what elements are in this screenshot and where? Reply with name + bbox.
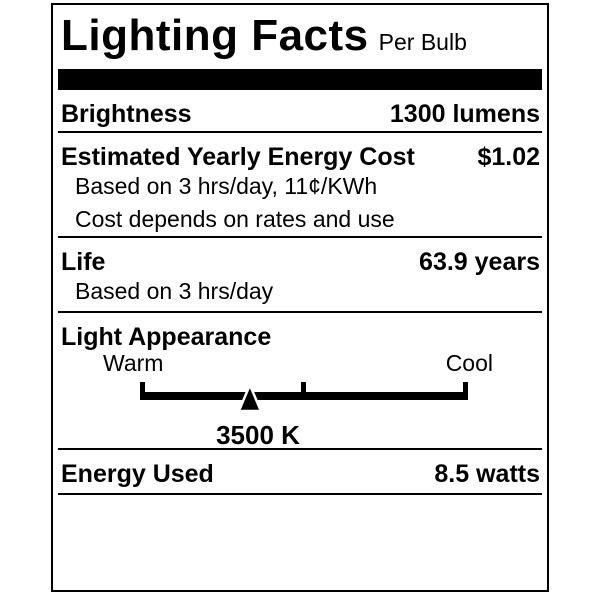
header-black-bar — [58, 69, 542, 90]
energy-cost-note-disclaimer: Cost depends on rates and use — [75, 206, 395, 232]
life-label: Life — [61, 248, 106, 276]
label-title: Lighting Facts — [61, 11, 369, 60]
divider — [58, 311, 542, 313]
energy-cost-note-basis: Based on 3 hrs/day, 11¢/KWh — [75, 173, 378, 199]
energy-cost-section: Estimated Yearly Energy Cost $1.02 Based… — [53, 133, 547, 236]
label-header: Lighting Facts Per Bulb — [53, 5, 547, 69]
life-value: 63.9 years — [419, 248, 540, 276]
energy-used-value: 8.5 watts — [434, 460, 540, 488]
divider — [58, 493, 542, 495]
warm-cool-labels: Warm Cool — [53, 350, 547, 376]
brightness-label: Brightness — [61, 100, 192, 128]
divider — [58, 236, 542, 238]
brightness-row: Brightness 1300 lumens — [53, 90, 547, 131]
lighting-facts-label: Lighting Facts Per Bulb Brightness 1300 … — [51, 3, 549, 592]
light-appearance-label: Light Appearance — [61, 323, 272, 351]
energy-cost-label: Estimated Yearly Energy Cost — [61, 143, 415, 171]
kelvin-value: 3500 K — [216, 420, 300, 450]
divider — [58, 131, 542, 133]
kelvin-scale — [53, 376, 547, 418]
scale-tick-middle — [301, 382, 306, 400]
scale-tick-right — [463, 382, 468, 400]
kelvin-row: 3500 K — [53, 418, 547, 450]
life-note-basis: Based on 3 hrs/day — [75, 278, 274, 304]
energy-cost-value: $1.02 — [477, 143, 540, 171]
energy-used-row: Energy Used 8.5 watts — [53, 450, 547, 493]
scale-tick-left — [140, 382, 145, 400]
kelvin-marker-icon — [236, 381, 263, 413]
life-row: Life 63.9 years — [53, 238, 547, 275]
cool-label: Cool — [445, 350, 493, 376]
light-appearance-row: Light Appearance — [53, 313, 547, 350]
warm-label: Warm — [103, 350, 164, 376]
divider — [58, 448, 542, 450]
brightness-value: 1300 lumens — [389, 100, 540, 128]
light-appearance-section: Light Appearance Warm Cool 3500 K — [53, 313, 547, 450]
label-subtitle: Per Bulb — [378, 29, 467, 55]
energy-used-label: Energy Used — [61, 460, 214, 488]
life-section: Life 63.9 years Based on 3 hrs/day — [53, 238, 547, 311]
energy-cost-row: Estimated Yearly Energy Cost $1.02 — [53, 133, 547, 170]
